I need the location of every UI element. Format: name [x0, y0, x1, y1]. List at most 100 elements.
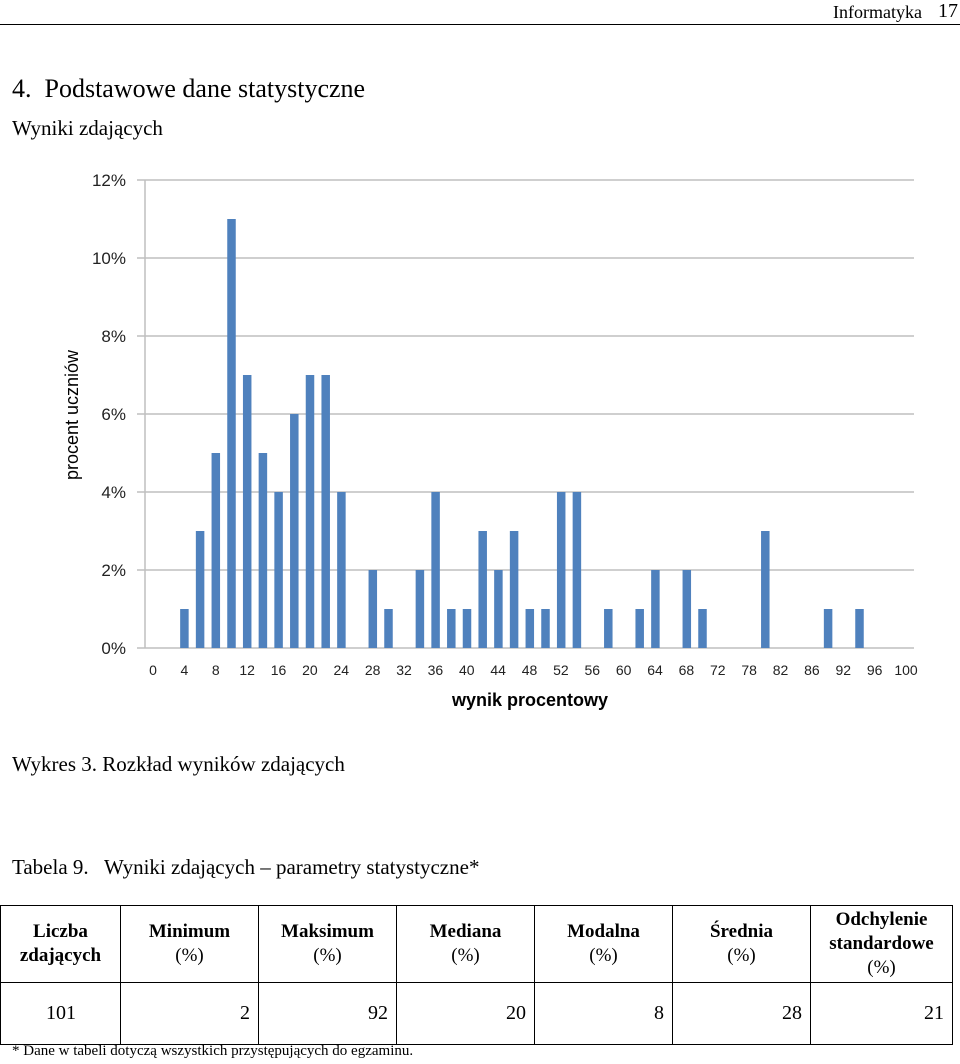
bar-40 [478, 531, 487, 648]
header-name: Modalna [567, 921, 640, 943]
table-title: Tabela 9. Wyniki zdających – parametry s… [12, 855, 480, 879]
x-tick-label: 28 [365, 662, 381, 678]
header-unit: (%) [589, 945, 618, 966]
bar-46 [525, 609, 535, 648]
x-tick-label: 64 [647, 662, 663, 678]
y-axis-title: procent uczniów [62, 349, 82, 480]
header-name: Odchylenie standardowe [829, 909, 934, 955]
x-tick-label: 52 [553, 662, 569, 678]
header-unit: (%) [867, 956, 896, 978]
header-maximum: Maksimum (%) [258, 905, 397, 983]
header-name: Mediana [429, 921, 502, 943]
x-tick-label: 92 [835, 662, 851, 678]
cell-median: 20 [396, 982, 535, 1045]
bar-22 [337, 492, 346, 648]
y-tick-label: 8% [101, 327, 126, 346]
chart-caption: Wykres 3. Rozkład wyników zdających [12, 752, 345, 776]
y-tick-label: 10% [92, 249, 126, 268]
header-name: Liczba zdających [19, 921, 102, 966]
x-tick-label: 82 [773, 662, 789, 678]
bar-38 [462, 609, 472, 648]
bar-60 [635, 609, 644, 648]
bar-52 [572, 492, 582, 648]
cell-count: 101 [0, 982, 121, 1045]
x-tick-label: 86 [804, 662, 820, 678]
y-axis-ticks: 0% 2% 4% 6% 8% 10% 12% [92, 171, 126, 658]
x-tick-label: 96 [867, 662, 883, 678]
bar-84 [823, 609, 833, 648]
bar-14 [274, 492, 283, 648]
page-number: 17 [938, 0, 958, 22]
header-minimum: Minimum (%) [120, 905, 259, 983]
x-tick-label: 100 [894, 662, 918, 678]
x-tick-label: 72 [710, 662, 726, 678]
bar-8 [227, 219, 236, 648]
bar-76 [761, 531, 770, 648]
x-tick-label: 56 [584, 662, 600, 678]
y-tick-label: 6% [101, 405, 126, 424]
header-unit: (%) [313, 945, 342, 966]
bar-2 [180, 609, 189, 648]
score-distribution-chart: 0%2%4%6%8%10%12% 0 4 8 12 16 20 24 28 32 36 40 44 48… [62, 171, 918, 710]
x-tick-label: 4 [180, 662, 188, 678]
bar-6 [211, 453, 221, 648]
x-tick-label: 32 [396, 662, 412, 678]
header-unit: (%) [175, 945, 204, 966]
bar-56 [604, 609, 613, 648]
header-count: Liczba zdających [0, 905, 121, 983]
x-tick-label: 16 [271, 662, 287, 678]
bar-34 [431, 492, 440, 648]
table-header-row: Liczba zdających Minimum (%) Maksimum (%) … [0, 905, 953, 983]
x-tick-label: 44 [490, 662, 506, 678]
header-mode: Modalna (%) [534, 905, 673, 983]
bar-20 [321, 375, 330, 648]
header-label: Informatyka [833, 2, 922, 22]
x-tick-label: 20 [302, 662, 318, 678]
x-tick-label: 12 [239, 662, 255, 678]
x-tick-label: 40 [459, 662, 475, 678]
x-tick-label: 60 [616, 662, 632, 678]
bar-32 [415, 570, 425, 648]
x-tick-label: 0 [149, 662, 157, 678]
bar-10 [242, 375, 252, 648]
header-unit: (%) [727, 945, 756, 966]
x-tick-label: 36 [428, 662, 444, 678]
bar-12 [258, 453, 268, 648]
bar-16 [290, 414, 299, 648]
y-tick-label: 0% [101, 639, 126, 658]
bar-48 [541, 609, 550, 648]
bar-26 [368, 570, 378, 648]
y-tick-label: 2% [101, 561, 126, 580]
table-row: 101 2 92 20 8 28 21 [0, 982, 953, 1045]
bar-68 [698, 609, 707, 648]
cell-maximum: 92 [258, 982, 397, 1045]
bars [180, 219, 864, 648]
section-title: 4. Podstawowe dane statystyczne [12, 74, 366, 103]
bar-42 [494, 570, 503, 648]
x-tick-label: 8 [212, 662, 220, 678]
y-tick-label: 12% [92, 171, 126, 190]
gridlines [137, 179, 914, 649]
bar-50 [556, 492, 566, 648]
header-unit: (%) [451, 945, 480, 966]
header-name: Średnia [709, 921, 773, 943]
header-std-dev: Odchylenie standardowe (%) [810, 905, 953, 983]
cell-mean: 28 [672, 982, 811, 1045]
x-axis-title: wynik procentowy [451, 690, 608, 710]
x-tick-label: 68 [679, 662, 695, 678]
footnote: * Dane w tabeli dotyczą wszystkich przys… [12, 1043, 414, 1059]
statistics-table: Liczba zdających Minimum (%) Maksimum (%) … [0, 905, 953, 1045]
x-tick-label: 78 [741, 662, 757, 678]
header-median: Mediana (%) [396, 905, 535, 983]
y-tick-label: 4% [101, 483, 126, 502]
bar-88 [855, 609, 864, 648]
page-header: Informatyka 17 [0, 0, 960, 25]
bar-4 [195, 531, 205, 648]
bar-28 [384, 609, 393, 648]
bar-18 [305, 375, 315, 648]
cell-std-dev: 21 [810, 982, 953, 1045]
bar-62 [651, 570, 660, 648]
x-axis-ticks: 0 4 8 12 16 20 24 28 32 36 40 44 48 52 56 60 64 68 72 78 82 8… [149, 662, 918, 678]
cell-mode: 8 [534, 982, 673, 1045]
header-mean: Średnia (%) [672, 905, 811, 983]
